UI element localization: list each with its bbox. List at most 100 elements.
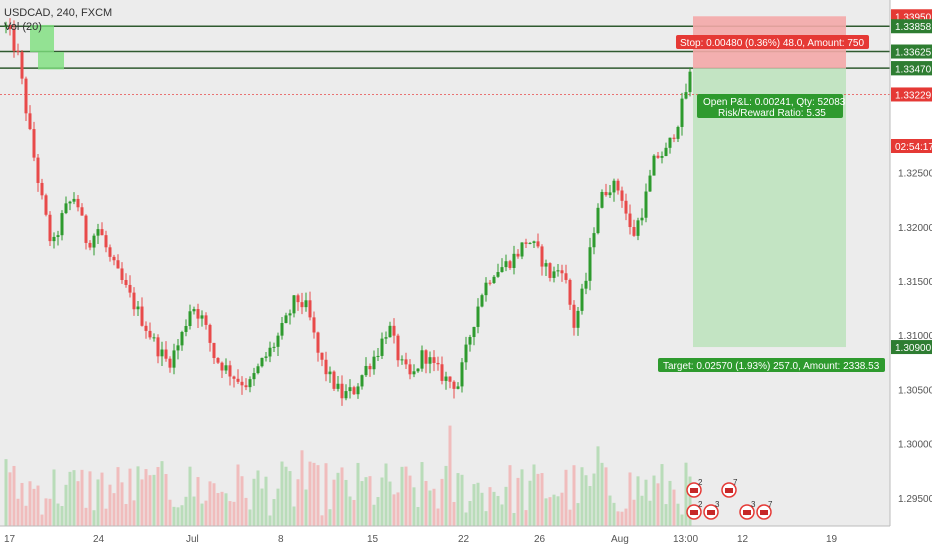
volume-bar — [264, 476, 268, 526]
volume-bar — [420, 462, 424, 526]
volume-bar — [16, 498, 20, 526]
volume-bar — [596, 446, 600, 526]
candle-body — [232, 376, 236, 379]
volume-bar — [592, 473, 596, 526]
volume-bar — [488, 487, 492, 526]
candle-body — [444, 376, 448, 381]
candle-body — [48, 214, 52, 242]
candle-body — [512, 253, 516, 268]
candle-body — [220, 362, 224, 371]
volume-bar — [444, 465, 448, 526]
price-tick-label: 1.32500 — [898, 169, 932, 180]
volume-bar — [612, 502, 616, 526]
volume-bar — [608, 495, 612, 526]
volume-bar — [516, 477, 520, 526]
candle-body — [536, 241, 540, 247]
volume-bar — [156, 467, 160, 526]
volume-bar — [336, 472, 340, 526]
candle-body — [292, 295, 296, 314]
candle-body — [112, 256, 116, 261]
candle-body — [156, 337, 160, 357]
candle-body — [56, 235, 60, 237]
candle-body — [540, 246, 544, 267]
volume-bar — [244, 497, 248, 526]
candle-body — [584, 280, 588, 289]
volume-bar — [544, 498, 548, 526]
volume-bar — [620, 511, 624, 526]
volume-bar — [580, 467, 584, 526]
candle-body — [504, 261, 508, 268]
candle-body — [104, 235, 108, 248]
volume-bar — [44, 498, 48, 526]
candle-body — [612, 180, 616, 193]
candle-body — [64, 203, 68, 214]
time-tick-label: 15 — [367, 534, 379, 545]
candle-body — [596, 207, 600, 234]
candle-body — [352, 387, 356, 395]
event-badge-count: 7 — [768, 500, 773, 509]
volume-bar — [116, 467, 120, 526]
candle-body — [580, 288, 584, 311]
volume-bar — [624, 508, 628, 526]
candle-body — [484, 282, 488, 296]
candle-body — [528, 242, 532, 244]
volume-bar — [184, 496, 188, 526]
volume-bar — [644, 479, 648, 526]
volume-bar — [208, 481, 212, 526]
candle-body — [660, 156, 664, 158]
volume-bar — [568, 509, 572, 526]
volume-bar — [464, 512, 468, 526]
candle-body — [568, 279, 572, 305]
candle-body — [88, 242, 92, 248]
candle-body — [364, 365, 368, 376]
volume-bar — [20, 482, 24, 526]
volume-bar — [360, 481, 364, 526]
candle-body — [60, 213, 64, 236]
volume-bar — [64, 484, 68, 526]
volume-bar — [188, 466, 192, 526]
candle-body — [688, 71, 692, 93]
volume-bar — [284, 466, 288, 526]
candle-body — [68, 201, 72, 204]
candle-body — [336, 383, 340, 389]
volume-bar — [260, 488, 264, 526]
candle-body — [640, 217, 644, 221]
time-tick-label: 19 — [826, 534, 838, 545]
candle-body — [204, 315, 208, 325]
volume-bar — [164, 474, 168, 526]
volume-bar — [84, 507, 88, 526]
candle-body — [236, 378, 240, 382]
volume-bar — [552, 494, 556, 526]
volume-bar — [412, 487, 416, 526]
volume-bar — [340, 467, 344, 526]
candle-body — [556, 270, 560, 272]
price-level-tag — [891, 139, 932, 153]
volume-bar — [548, 497, 552, 526]
volume-bar — [684, 462, 688, 526]
time-tick-label: 12 — [737, 534, 749, 545]
candle-body — [180, 331, 184, 346]
candle-body — [164, 349, 168, 359]
candle-body — [172, 350, 176, 368]
candle-body — [148, 330, 152, 338]
candle-body — [244, 385, 248, 388]
candle-body — [452, 381, 456, 389]
volume-bar — [288, 471, 292, 526]
volume-bar — [332, 479, 336, 526]
volume-bar — [424, 480, 428, 526]
candle-body — [396, 335, 400, 361]
volume-bar — [28, 481, 32, 526]
volume-bar — [172, 506, 176, 526]
candle-body — [304, 300, 308, 308]
event-flag-icon — [743, 510, 751, 515]
volume-bar — [36, 485, 40, 526]
volume-bar — [680, 514, 684, 526]
volume-bar — [128, 468, 132, 526]
candle-body — [328, 371, 332, 375]
volume-bar — [88, 471, 92, 526]
candle-body — [324, 359, 328, 375]
volume-bar — [304, 489, 308, 526]
volume-bar — [292, 506, 296, 526]
